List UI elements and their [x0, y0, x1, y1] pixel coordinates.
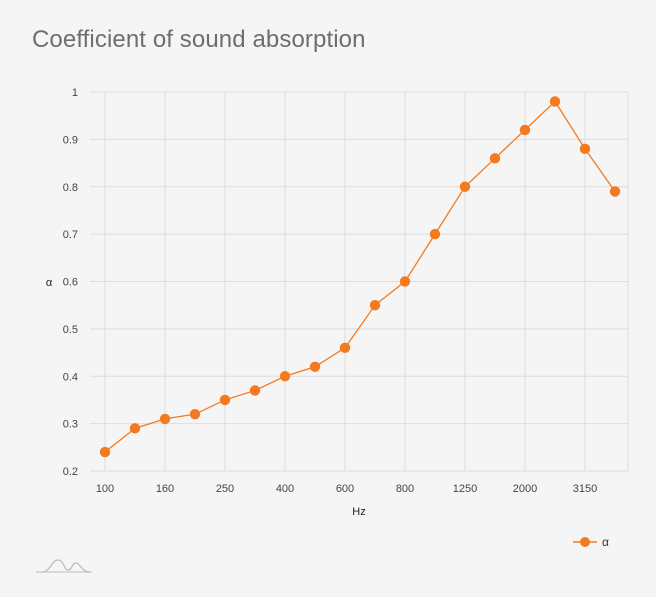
chart-title: Coefficient of sound absorption [32, 26, 366, 53]
data-point[interactable] [129, 423, 141, 434]
y-axis-label: α [46, 277, 53, 289]
legend[interactable]: α [572, 532, 609, 552]
legend-label: α [602, 535, 609, 549]
data-point[interactable] [399, 276, 411, 287]
data-point[interactable] [309, 361, 321, 372]
x-tick-label: 800 [396, 483, 414, 495]
series-line [104, 100, 616, 453]
x-tick-label: 250 [216, 483, 234, 495]
y-tick-label: 0.7 [63, 229, 78, 241]
x-axis-label: Hz [352, 506, 365, 518]
x-tick-label: 100 [96, 483, 114, 495]
data-point[interactable] [249, 385, 261, 396]
x-tick-labels: 100 160 250 400 600 800 1250 2000 3150 [96, 483, 597, 495]
data-point[interactable] [549, 96, 561, 107]
x-tick-label: 1250 [453, 483, 477, 495]
data-point[interactable] [609, 186, 621, 197]
data-point[interactable] [99, 446, 111, 458]
data-point[interactable] [339, 342, 351, 354]
data-point[interactable] [189, 408, 201, 420]
y-tick-label: 0.3 [63, 419, 78, 431]
data-point[interactable] [429, 228, 441, 240]
data-point[interactable] [489, 153, 501, 164]
data-point[interactable] [519, 124, 531, 136]
y-tick-label: 0.8 [63, 182, 78, 194]
legend-marker-icon [573, 537, 597, 547]
x-tick-label: 400 [276, 483, 294, 495]
y-tick-label: 0.6 [63, 277, 78, 289]
x-tick-label: 2000 [513, 483, 537, 495]
x-tick-label: 160 [156, 483, 174, 495]
grid-lines [90, 91, 629, 472]
data-point[interactable] [219, 394, 231, 406]
y-tick-label: 0.9 [63, 134, 78, 146]
y-tick-labels: 0.2 0.3 0.4 0.5 0.6 0.7 0.8 0.9 1 [63, 87, 78, 478]
waves-logo-icon [36, 559, 92, 573]
data-point[interactable] [369, 299, 381, 311]
x-tick-label: 3150 [573, 483, 597, 495]
y-tick-label: 0.4 [63, 371, 78, 383]
x-tick-label: 600 [336, 483, 354, 495]
y-tick-label: 0.5 [63, 324, 78, 336]
data-point[interactable] [459, 181, 471, 192]
series-alpha [99, 96, 621, 458]
data-point[interactable] [279, 371, 291, 382]
y-tick-label: 0.2 [63, 466, 78, 478]
y-tick-label: 1 [72, 87, 78, 99]
data-point[interactable] [579, 143, 591, 155]
data-point[interactable] [159, 413, 171, 425]
